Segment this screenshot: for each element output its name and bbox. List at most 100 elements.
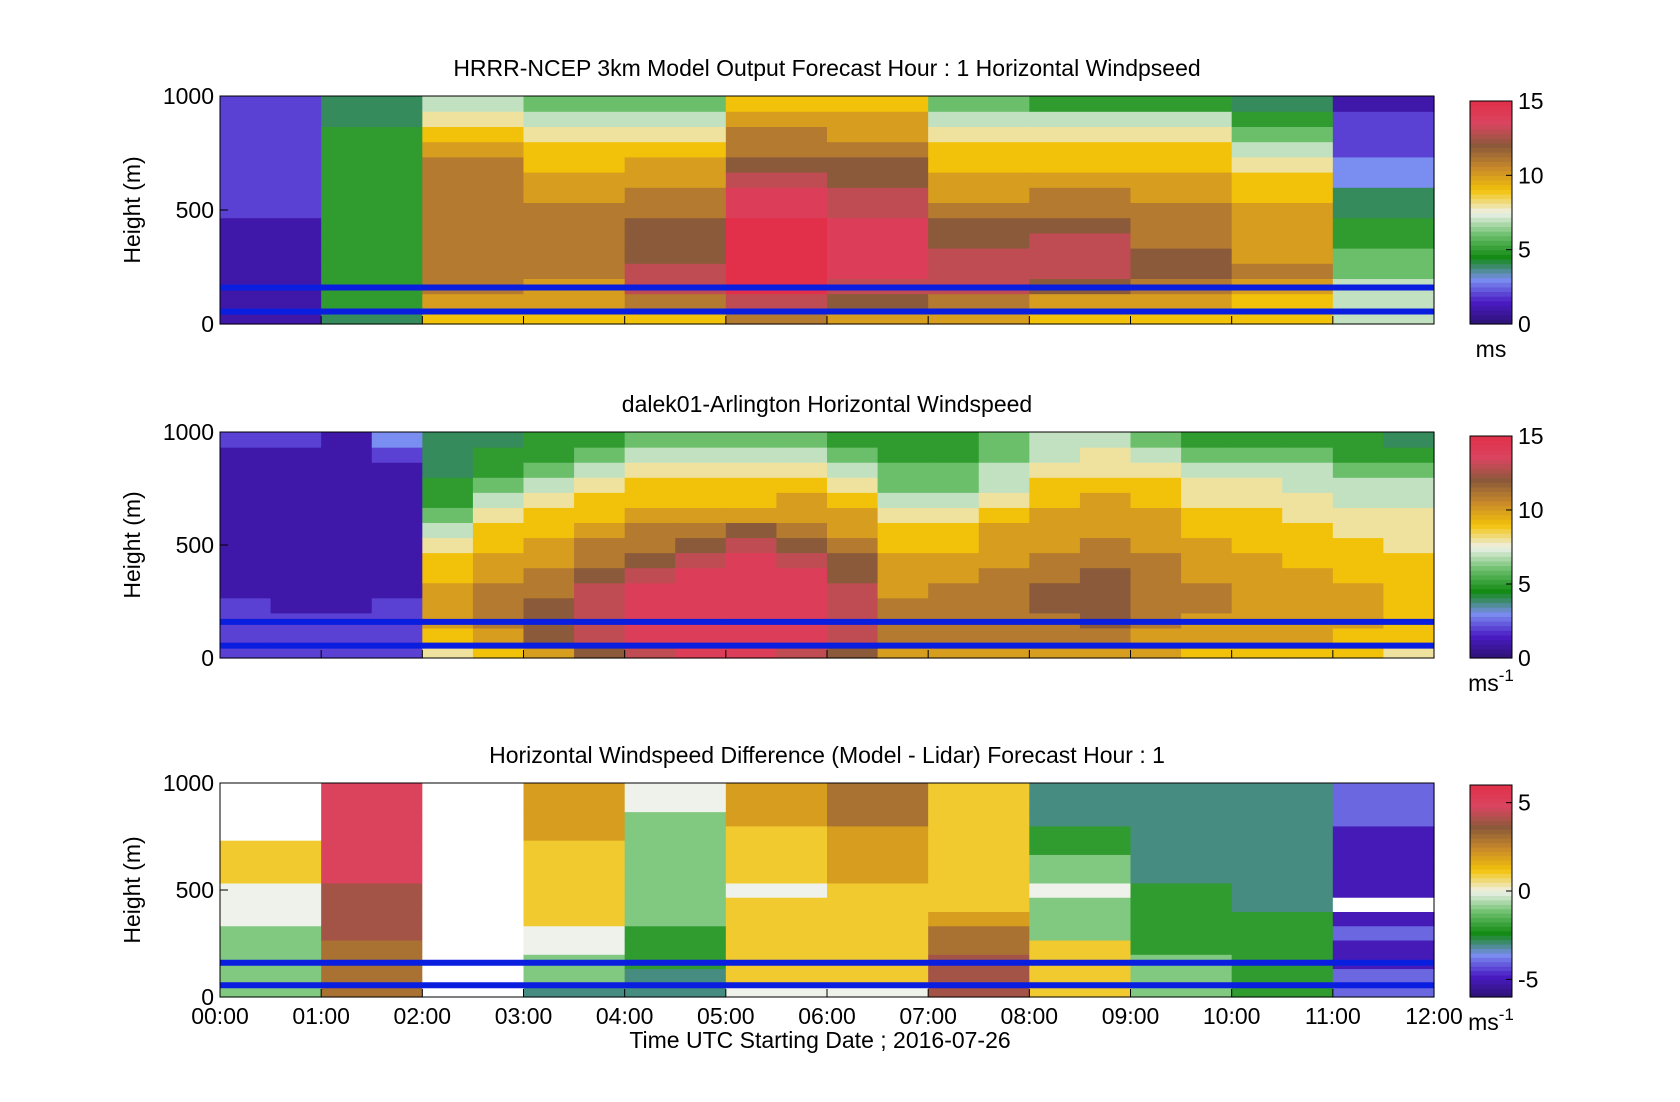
heatmap-cell	[1231, 882, 1334, 898]
heatmap-cell	[725, 825, 828, 841]
heatmap-cell	[1231, 96, 1334, 112]
heatmap-cell	[877, 462, 929, 478]
colorbar-segment	[1470, 639, 1512, 645]
heatmap-cell	[523, 111, 626, 127]
heatmap-cell	[371, 462, 423, 478]
heatmap-cell	[827, 939, 929, 955]
heatmap-cell	[321, 432, 373, 448]
colorbar-tick-label: 5	[1518, 571, 1531, 597]
heatmap-cell	[1231, 263, 1334, 279]
heatmap-cell	[523, 263, 626, 279]
heatmap-cell	[220, 825, 322, 841]
colorbar-segment	[1470, 877, 1512, 883]
y-tick-label: 0	[201, 645, 214, 671]
heatmap-cell	[422, 202, 525, 219]
heatmap-cell	[220, 432, 272, 448]
heatmap-cell	[321, 492, 373, 508]
heatmap-cell	[827, 797, 929, 813]
heatmap-cell	[523, 825, 626, 841]
heatmap-cell	[624, 522, 676, 539]
heatmap-cell	[1282, 567, 1334, 584]
heatmap-cell	[1231, 797, 1334, 813]
heatmap-cell	[827, 537, 879, 554]
heatmap-cell	[1332, 507, 1385, 523]
heatmap-cell	[1130, 447, 1182, 463]
heatmap-cell	[321, 897, 423, 912]
heatmap-cell	[574, 447, 626, 463]
colorbar-segment	[1470, 547, 1512, 553]
heatmap-cell	[1332, 783, 1435, 798]
heatmap-cell	[725, 811, 828, 827]
colorbar-segment	[1470, 226, 1512, 232]
heatmap-cell	[624, 492, 676, 508]
colorbar: -5 0 5 ms-1	[1468, 784, 1538, 1035]
colorbar-segment	[1470, 510, 1512, 516]
heatmap-cell	[1079, 507, 1132, 523]
heatmap-cell	[1231, 156, 1334, 173]
heatmap-cell	[877, 597, 929, 614]
heatmap-cell	[220, 582, 272, 599]
colorbar-segment	[1470, 319, 1512, 325]
heatmap-cell	[1029, 126, 1132, 143]
heatmap-cell	[1130, 897, 1233, 912]
heatmap-cell	[877, 507, 929, 523]
heatmap-cell	[978, 627, 1030, 644]
colorbar-tick-label: 15	[1518, 423, 1544, 449]
heatmap-cell	[1231, 537, 1283, 554]
heatmap-cell	[928, 854, 1030, 870]
colorbar-segment	[1470, 930, 1512, 936]
heatmap-cell	[371, 477, 423, 493]
heatmap-cell	[523, 811, 626, 827]
colorbar-segment	[1470, 170, 1512, 176]
heatmap-cell	[523, 840, 626, 855]
x-tick-label: 09:00	[1102, 1003, 1160, 1029]
heatmap-cell	[1181, 507, 1233, 523]
heatmap-cell	[422, 187, 525, 203]
heatmap-cell	[624, 868, 727, 884]
heatmap-cell	[321, 811, 423, 827]
colorbar-segment	[1470, 988, 1512, 994]
y-tick-label: 1000	[163, 419, 214, 445]
colorbar-segment	[1470, 842, 1512, 848]
y-tick-label: 500	[176, 532, 214, 558]
heatmap-cell	[1231, 925, 1334, 941]
heatmap-cell	[422, 783, 525, 798]
heatmap-cell	[574, 552, 626, 569]
colorbar-unit: ms-1	[1468, 1005, 1514, 1035]
heatmap-cell	[220, 897, 322, 912]
colorbar-segment	[1470, 231, 1512, 237]
heatmap-cell	[1130, 432, 1182, 448]
heatmap-cell	[321, 567, 373, 584]
colorbar-segment	[1470, 217, 1512, 223]
y-tick-label: 0	[201, 311, 214, 337]
heatmap-cell	[1332, 597, 1385, 614]
heatmap-cell	[978, 567, 1030, 584]
heatmap-cell	[725, 627, 778, 644]
heatmap-cell	[1029, 783, 1132, 798]
heatmap-cell	[371, 597, 423, 614]
heatmap-cell	[220, 477, 272, 493]
heatmap-cell	[1079, 627, 1132, 644]
heatmap-cell	[1079, 477, 1132, 493]
heatmap-cell	[725, 882, 828, 898]
heatmap-cell	[220, 537, 272, 554]
heatmap-cell	[978, 552, 1030, 569]
heatmap-cell	[877, 522, 929, 539]
colorbar-segment	[1470, 886, 1512, 892]
heatmap-cell	[1332, 187, 1435, 203]
heatmap-cell	[1231, 939, 1334, 955]
heatmap-cell	[1231, 462, 1283, 478]
heatmap-cell	[523, 854, 626, 870]
heatmap-cell	[523, 552, 575, 569]
colorbar-segment	[1470, 263, 1512, 269]
heatmap-cell	[725, 263, 828, 279]
heatmap-cell	[1332, 522, 1385, 539]
heatmap-cell	[776, 492, 828, 508]
heatmap-cell	[1231, 868, 1334, 884]
heatmap-cell	[624, 111, 727, 127]
heatmap-cell	[624, 582, 676, 599]
heatmap-cell	[725, 172, 828, 188]
heatmap-cell	[725, 432, 778, 448]
heatmap-cell	[422, 597, 474, 614]
colorbar-segment	[1470, 634, 1512, 641]
